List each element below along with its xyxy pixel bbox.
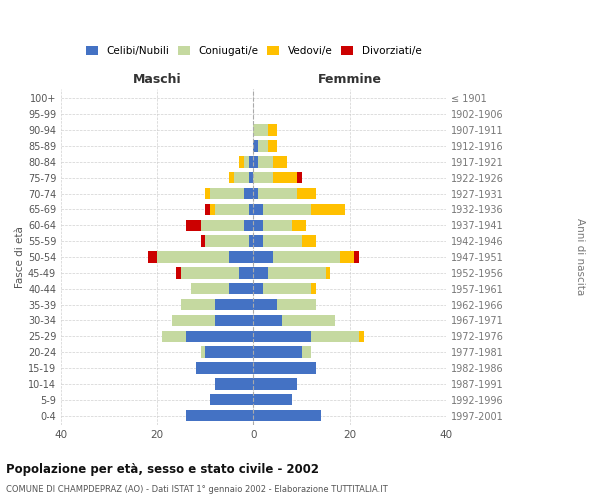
Legend: Celibi/Nubili, Coniugati/e, Vedovi/e, Divorziati/e: Celibi/Nubili, Coniugati/e, Vedovi/e, Di… <box>82 42 425 60</box>
Bar <box>272 252 340 262</box>
Y-axis label: Fasce di età: Fasce di età <box>15 226 25 288</box>
Bar <box>200 220 244 231</box>
Bar <box>258 156 272 168</box>
Bar <box>200 346 205 358</box>
Bar <box>196 362 253 374</box>
Bar <box>205 204 210 215</box>
Bar <box>355 252 359 262</box>
Bar <box>253 362 316 374</box>
Bar <box>210 204 215 215</box>
Bar <box>205 236 248 247</box>
Bar <box>229 172 234 184</box>
Bar <box>234 172 248 184</box>
Text: Popolazione per età, sesso e stato civile - 2002: Popolazione per età, sesso e stato civil… <box>6 462 319 475</box>
Bar <box>253 236 263 247</box>
Bar <box>181 299 215 310</box>
Bar <box>253 315 283 326</box>
Bar <box>239 156 244 168</box>
Bar <box>215 378 253 390</box>
Bar <box>215 204 248 215</box>
Bar <box>359 330 364 342</box>
Bar <box>244 188 253 200</box>
Bar <box>263 204 311 215</box>
Bar <box>253 394 292 406</box>
Bar <box>311 204 345 215</box>
Bar <box>253 378 297 390</box>
Bar <box>229 283 253 294</box>
Bar <box>253 299 277 310</box>
Text: Maschi: Maschi <box>133 72 182 86</box>
Text: Femmine: Femmine <box>317 72 382 86</box>
Bar <box>200 236 205 247</box>
Bar <box>253 172 272 184</box>
Bar <box>210 188 244 200</box>
Bar <box>272 156 287 168</box>
Bar <box>244 220 253 231</box>
Bar <box>248 236 253 247</box>
Bar <box>215 299 253 310</box>
Bar <box>215 315 253 326</box>
Bar <box>253 283 263 294</box>
Bar <box>248 172 253 184</box>
Bar <box>272 172 297 184</box>
Bar <box>302 346 311 358</box>
Bar <box>258 188 297 200</box>
Bar <box>253 252 272 262</box>
Bar <box>244 156 248 168</box>
Bar <box>268 124 277 136</box>
Bar <box>186 410 253 422</box>
Bar <box>229 252 253 262</box>
Bar <box>253 156 258 168</box>
Bar <box>176 267 181 278</box>
Bar <box>253 410 321 422</box>
Bar <box>172 315 215 326</box>
Bar <box>253 220 263 231</box>
Bar <box>263 220 292 231</box>
Bar <box>210 394 253 406</box>
Bar <box>326 267 331 278</box>
Bar <box>205 188 210 200</box>
Bar <box>191 283 229 294</box>
Bar <box>340 252 355 262</box>
Bar <box>248 204 253 215</box>
Bar <box>253 330 311 342</box>
Bar <box>253 346 302 358</box>
Bar <box>205 346 253 358</box>
Bar <box>253 124 268 136</box>
Bar <box>263 236 302 247</box>
Bar <box>263 283 311 294</box>
Bar <box>253 204 263 215</box>
Bar <box>186 220 200 231</box>
Text: COMUNE DI CHAMPDEPRAZ (AO) - Dati ISTAT 1° gennaio 2002 - Elaborazione TUTTITALI: COMUNE DI CHAMPDEPRAZ (AO) - Dati ISTAT … <box>6 485 388 494</box>
Bar <box>157 252 229 262</box>
Bar <box>311 330 359 342</box>
Bar <box>186 330 253 342</box>
Bar <box>253 188 258 200</box>
Bar <box>253 267 268 278</box>
Bar <box>302 236 316 247</box>
Bar <box>239 267 253 278</box>
Bar <box>162 330 186 342</box>
Bar <box>248 156 253 168</box>
Bar <box>292 220 307 231</box>
Bar <box>253 140 258 151</box>
Bar <box>297 172 302 184</box>
Bar <box>311 283 316 294</box>
Bar <box>181 267 239 278</box>
Bar <box>297 188 316 200</box>
Bar <box>268 267 326 278</box>
Bar <box>283 315 335 326</box>
Bar <box>258 140 268 151</box>
Bar <box>148 252 157 262</box>
Bar <box>277 299 316 310</box>
Y-axis label: Anni di nascita: Anni di nascita <box>575 218 585 296</box>
Bar <box>268 140 277 151</box>
